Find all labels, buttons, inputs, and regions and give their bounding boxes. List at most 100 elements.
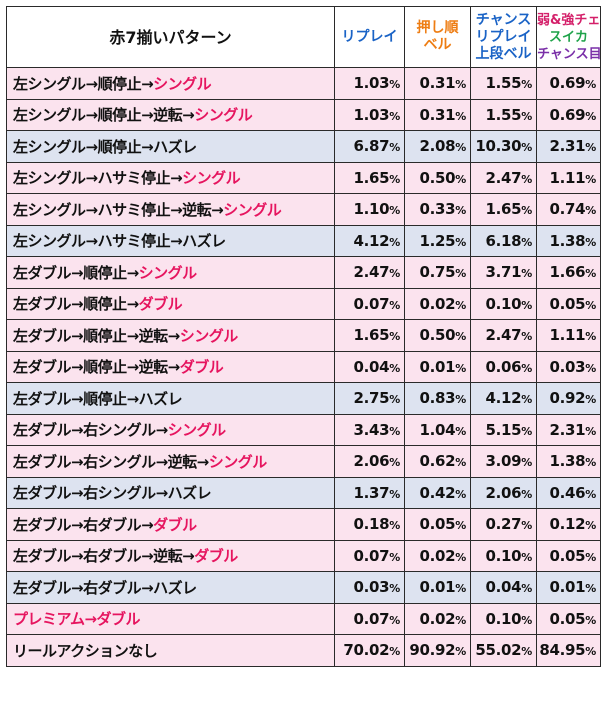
row-label: 左シングル→順停止→逆転→シングル bbox=[6, 98, 335, 131]
cell-value: 0.18 bbox=[353, 515, 390, 534]
cell-weak-cherry: 0.05% bbox=[536, 287, 601, 320]
cell-value: 0.50 bbox=[419, 326, 456, 345]
percent-sign: % bbox=[521, 298, 532, 312]
percent-sign: % bbox=[521, 424, 532, 438]
cell-weak-cherry: 2.31% bbox=[536, 130, 601, 163]
cell-chance-replay: 55.02% bbox=[470, 634, 537, 667]
cell-value: 90.92 bbox=[409, 641, 456, 660]
row-label-highlight: シングル bbox=[167, 421, 227, 440]
header-pattern: 赤7揃いパターン bbox=[6, 6, 335, 68]
percent-sign: % bbox=[389, 109, 400, 123]
row-label-highlight: シングル bbox=[208, 452, 268, 471]
row-label-prefix: 左シングル→順停止→ bbox=[13, 74, 154, 93]
percent-sign: % bbox=[521, 393, 532, 407]
cell-value: 0.05 bbox=[549, 294, 586, 313]
percent-sign: % bbox=[389, 424, 400, 438]
cell-value: 0.42 bbox=[419, 483, 456, 502]
header-weak-line1: 弱&強チェ bbox=[537, 12, 601, 28]
cell-replay: 0.04% bbox=[334, 350, 405, 383]
cell-value: 1.55 bbox=[485, 74, 522, 93]
cell-replay: 70.02% bbox=[334, 634, 405, 667]
row-label: 左ダブル→順停止→逆転→シングル bbox=[6, 319, 335, 352]
percent-sign: % bbox=[455, 235, 466, 249]
cell-push-bell: 0.02% bbox=[404, 539, 471, 572]
percent-sign: % bbox=[389, 298, 400, 312]
percent-sign: % bbox=[585, 172, 596, 186]
cell-value: 1.66 bbox=[549, 263, 586, 282]
percent-sign: % bbox=[389, 519, 400, 533]
cell-value: 0.01 bbox=[419, 357, 456, 376]
cell-value: 1.65 bbox=[353, 168, 390, 187]
cell-replay: 6.87% bbox=[334, 130, 405, 163]
cell-chance-replay: 2.06% bbox=[470, 476, 537, 509]
header-weak-line3: チャンス目 bbox=[537, 46, 601, 62]
cell-push-bell: 0.50% bbox=[404, 319, 471, 352]
row-label: プレミアム→ダブル bbox=[6, 602, 335, 635]
row-label-prefix: リールアクションなし bbox=[13, 641, 158, 660]
cell-value: 84.95 bbox=[539, 641, 586, 660]
cell-chance-replay: 3.09% bbox=[470, 445, 537, 478]
cell-value: 0.10 bbox=[485, 609, 522, 628]
percent-sign: % bbox=[585, 550, 596, 564]
cell-push-bell: 0.02% bbox=[404, 287, 471, 320]
cell-value: 0.92 bbox=[549, 389, 586, 408]
cell-replay: 1.65% bbox=[334, 319, 405, 352]
cell-value: 2.31 bbox=[549, 137, 586, 156]
row-label: 左ダブル→順停止→ダブル bbox=[6, 287, 335, 320]
row-label-prefix: 左シングル→順停止→ハズレ bbox=[13, 137, 197, 156]
percent-sign: % bbox=[521, 235, 532, 249]
cell-chance-replay: 1.55% bbox=[470, 67, 537, 100]
cell-push-bell: 0.33% bbox=[404, 193, 471, 226]
cell-replay: 3.43% bbox=[334, 413, 405, 446]
cell-chance-replay: 0.04% bbox=[470, 571, 537, 604]
cell-weak-cherry: 1.38% bbox=[536, 224, 601, 257]
percent-sign: % bbox=[389, 78, 400, 92]
row-label-prefix: 左ダブル→右ダブル→ハズレ bbox=[13, 578, 197, 597]
cell-value: 10.30 bbox=[475, 137, 522, 156]
row-label-prefix: 左ダブル→右ダブル→ bbox=[13, 515, 154, 534]
percent-sign: % bbox=[389, 613, 400, 627]
cell-value: 0.31 bbox=[419, 74, 456, 93]
percent-sign: % bbox=[521, 78, 532, 92]
row-label: 左シングル→順停止→シングル bbox=[6, 67, 335, 100]
percent-sign: % bbox=[585, 78, 596, 92]
cell-value: 0.50 bbox=[419, 168, 456, 187]
percent-sign: % bbox=[585, 361, 596, 375]
percent-sign: % bbox=[455, 393, 466, 407]
table-row: 左ダブル→順停止→逆転→ダブル 0.04% 0.01% 0.06% 0.03% bbox=[6, 350, 601, 383]
cell-replay: 2.06% bbox=[334, 445, 405, 478]
table-body: 左シングル→順停止→シングル 1.03% 0.31% 1.55% 0.69% 左シングル→… bbox=[6, 67, 601, 667]
cell-value: 2.75 bbox=[353, 389, 390, 408]
percent-sign: % bbox=[521, 109, 532, 123]
percent-sign: % bbox=[389, 550, 400, 564]
cell-value: 1.04 bbox=[419, 420, 456, 439]
table-row: 左ダブル→順停止→逆転→シングル 1.65% 0.50% 2.47% 1.11% bbox=[6, 319, 601, 352]
row-label-highlight: ダブル bbox=[153, 515, 197, 534]
cell-weak-cherry: 0.74% bbox=[536, 193, 601, 226]
row-label: 左シングル→ハサミ停止→ハズレ bbox=[6, 224, 335, 257]
table-row: 左ダブル→右ダブル→ダブル 0.18% 0.05% 0.27% 0.12% bbox=[6, 508, 601, 541]
percent-sign: % bbox=[521, 172, 532, 186]
cell-replay: 1.10% bbox=[334, 193, 405, 226]
percent-sign: % bbox=[389, 487, 400, 501]
table-row: 左シングル→ハサミ停止→シングル 1.65% 0.50% 2.47% 1.11% bbox=[6, 161, 601, 194]
percent-sign: % bbox=[455, 550, 466, 564]
percent-sign: % bbox=[521, 550, 532, 564]
table-row: 左ダブル→右シングル→ハズレ 1.37% 0.42% 2.06% 0.46% bbox=[6, 476, 601, 509]
cell-weak-cherry: 0.92% bbox=[536, 382, 601, 415]
cell-value: 2.06 bbox=[485, 483, 522, 502]
cell-chance-replay: 1.65% bbox=[470, 193, 537, 226]
cell-value: 4.12 bbox=[353, 231, 390, 250]
cell-value: 0.10 bbox=[485, 546, 522, 565]
percent-sign: % bbox=[521, 330, 532, 344]
cell-weak-cherry: 0.69% bbox=[536, 67, 601, 100]
percent-sign: % bbox=[585, 298, 596, 312]
cell-chance-replay: 0.06% bbox=[470, 350, 537, 383]
row-label: 左ダブル→順停止→ハズレ bbox=[6, 382, 335, 415]
cell-value: 0.07 bbox=[353, 609, 390, 628]
cell-replay: 0.07% bbox=[334, 539, 405, 572]
cell-weak-cherry: 0.05% bbox=[536, 539, 601, 572]
row-label-highlight: シングル bbox=[179, 326, 239, 345]
row-label-highlight: シングル bbox=[182, 169, 241, 188]
row-label-prefix: 左ダブル→順停止→ハズレ bbox=[13, 389, 183, 408]
